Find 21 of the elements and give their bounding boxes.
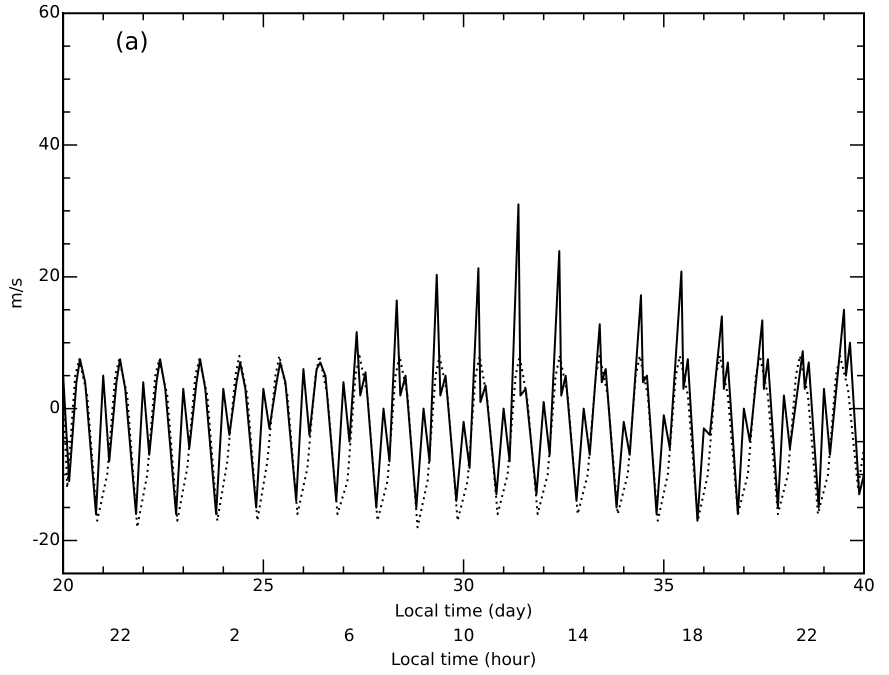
text: 2	[229, 626, 240, 646]
x-tick-label: 35	[652, 576, 675, 596]
x-axis-title: Local time (day)	[394, 601, 532, 622]
text: 14	[567, 626, 589, 646]
y-axis-title: m/s	[6, 278, 27, 309]
y-tick-label: -20	[32, 530, 60, 550]
text: 10	[452, 626, 474, 646]
text: 22	[796, 626, 818, 646]
annotation: (a)	[115, 27, 149, 56]
x-tick-label: 30	[452, 576, 474, 596]
y-tick-label: 20	[38, 266, 60, 286]
y-tick-label: 0	[49, 398, 60, 418]
text: 22	[110, 626, 132, 646]
y-tick-label: 40	[38, 134, 60, 154]
x-tick-label: 25	[252, 576, 274, 596]
x-tick-label: 20	[52, 576, 74, 596]
y-tick-label: 60	[38, 2, 60, 23]
x-tick-label: 40	[853, 576, 875, 596]
text: 18	[682, 626, 704, 646]
x2-axis-title: Local time (hour)	[390, 650, 536, 670]
text: 6	[344, 626, 355, 646]
